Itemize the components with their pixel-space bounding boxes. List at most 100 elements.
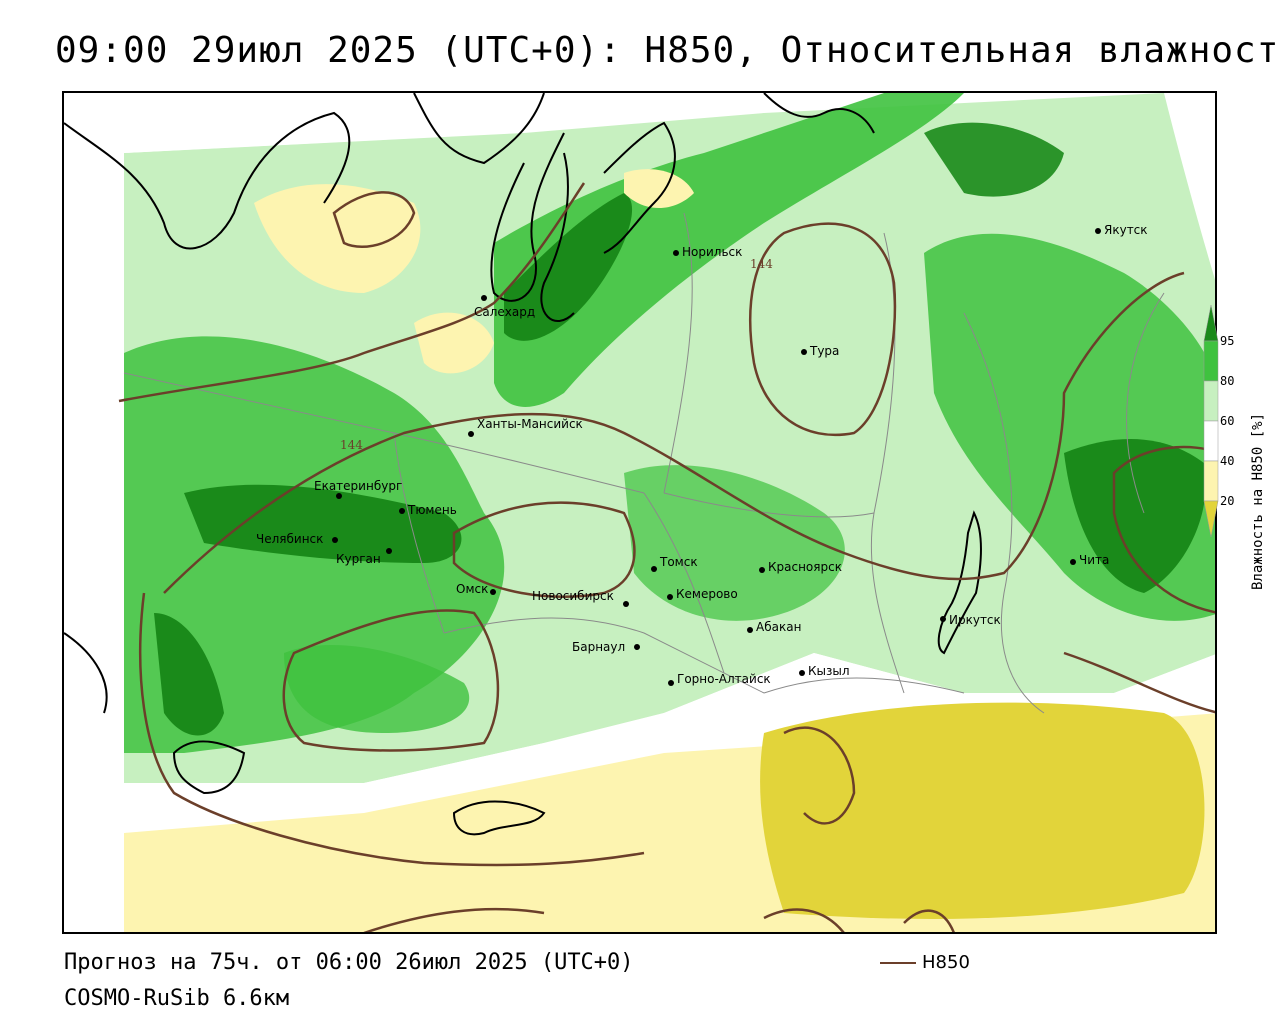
city-label: Челябинск bbox=[256, 532, 323, 546]
city-norilsk[interactable]: Норильск bbox=[673, 245, 742, 259]
humidity-20-40-region-yamal bbox=[414, 312, 494, 374]
colorbar-95-80 bbox=[1203, 340, 1219, 382]
city-label: Новосибирск bbox=[532, 589, 614, 603]
humidity-95-core-yamal bbox=[504, 193, 633, 341]
city-label: Норильск bbox=[682, 245, 742, 259]
h850-contour-tura bbox=[749, 222, 897, 437]
humidity-40-60-region bbox=[124, 653, 1215, 833]
colorbar-80-60 bbox=[1203, 380, 1219, 422]
city-kemerovo[interactable]: Кемерово bbox=[667, 587, 738, 601]
colorbar-tick: 60 bbox=[1220, 414, 1234, 428]
city-irkutsk[interactable]: Иркутск bbox=[940, 613, 1001, 627]
outside-domain-nw bbox=[64, 93, 514, 153]
city-label: Ханты-Мансийск bbox=[477, 417, 583, 431]
city-label: Омск bbox=[456, 582, 488, 596]
city-chelyabinsk[interactable]: Челябинск bbox=[256, 532, 338, 546]
city-omsk[interactable]: Омск bbox=[456, 582, 496, 596]
contour-labels: 144 144 bbox=[340, 257, 773, 452]
colorbar-arrow-bottom bbox=[1203, 500, 1219, 538]
humidity-95-core-urals bbox=[184, 484, 462, 563]
outside-domain-ne bbox=[1164, 93, 1215, 280]
h850-contour-east bbox=[1063, 651, 1215, 714]
humidity-80-95-band-north bbox=[494, 93, 964, 407]
colorbar-ticks: 95 80 60 40 20 bbox=[1220, 334, 1234, 508]
coastlines bbox=[64, 93, 982, 836]
city-label: Салехард bbox=[474, 305, 535, 319]
colorbar-40-20 bbox=[1203, 460, 1219, 502]
humidity-colorbar: 95 80 60 40 20 bbox=[1203, 305, 1234, 538]
city-label: Кызыл bbox=[808, 664, 850, 678]
city-barnaul[interactable]: Барнаул bbox=[572, 640, 640, 654]
contour-label-144: 144 bbox=[340, 438, 363, 452]
h850-contour-south-east bbox=[783, 726, 856, 825]
city-label: Горно-Алтайск bbox=[677, 672, 771, 686]
city-tyumen[interactable]: Тюмень bbox=[399, 503, 457, 517]
city-novosibirsk[interactable]: Новосибирск bbox=[532, 589, 629, 607]
h850-contour-loop-center bbox=[452, 501, 636, 598]
city-label: Тура bbox=[809, 344, 839, 358]
city-abakan[interactable]: Абакан bbox=[747, 620, 801, 634]
contour-line-label: H850 bbox=[922, 952, 970, 973]
city-label: Красноярск bbox=[768, 560, 842, 574]
map-canvas: 144 144 Якутск Норильск Тура Салехард Ха… bbox=[64, 93, 1215, 932]
city-chita[interactable]: Чита bbox=[1070, 553, 1109, 567]
contour-label-144: 144 bbox=[750, 257, 773, 271]
contour-line-swatch bbox=[880, 962, 916, 964]
city-label: Чита bbox=[1079, 553, 1109, 567]
colorbar-title-text: Влажность на H850 [%] bbox=[1250, 412, 1266, 590]
h850-contours bbox=[118, 182, 1215, 932]
city-yakutsk[interactable]: Якутск bbox=[1095, 223, 1148, 237]
colorbar-tick: 40 bbox=[1220, 454, 1234, 468]
h850-contour-southwest bbox=[139, 592, 645, 867]
city-tomsk[interactable]: Томск bbox=[651, 555, 698, 572]
colorbar-tick: 95 bbox=[1220, 334, 1234, 348]
humidity-below-20-region bbox=[760, 702, 1205, 919]
city-markers: Якутск Норильск Тура Салехард Ханты-Манс… bbox=[256, 223, 1148, 686]
city-salekhard[interactable]: Салехард bbox=[474, 295, 535, 319]
h850-contour-main bbox=[118, 182, 586, 403]
lake-baikal bbox=[937, 510, 982, 655]
city-label: Курган bbox=[336, 552, 381, 566]
humidity-20-40-region-taimyr bbox=[624, 169, 694, 208]
humidity-95-core-southwest bbox=[154, 613, 224, 736]
caspian-coast bbox=[172, 740, 246, 795]
city-label: Барнаул bbox=[572, 640, 625, 654]
city-label: Екатеринбург bbox=[314, 479, 402, 493]
contour-line-legend: H850 bbox=[880, 952, 970, 973]
humidity-80-95-band-center bbox=[624, 465, 845, 621]
city-label: Кемерово bbox=[676, 587, 738, 601]
city-label: Томск bbox=[659, 555, 698, 569]
humidity-95-core-northeast bbox=[924, 122, 1064, 197]
colorbar-arrow-top bbox=[1203, 305, 1219, 342]
city-label: Якутск bbox=[1104, 223, 1148, 237]
page-title: 09:00 29июл 2025 (UTC+0): H850, Относите… bbox=[55, 30, 1280, 71]
outside-domain-west bbox=[64, 93, 124, 932]
city-label: Тюмень bbox=[407, 503, 457, 517]
h850-contour-chita bbox=[1112, 445, 1215, 614]
city-tura[interactable]: Тура bbox=[801, 344, 839, 358]
h850-contour-north-loop bbox=[332, 191, 416, 248]
city-ekaterinburg[interactable]: Екатеринбург bbox=[314, 479, 402, 499]
city-kyzyl[interactable]: Кызыл bbox=[799, 664, 850, 678]
colorbar-tick: 80 bbox=[1220, 374, 1234, 388]
h850-contour-mid bbox=[163, 271, 1185, 594]
h850-contour-bottom bbox=[363, 907, 955, 932]
city-label: Иркутск bbox=[949, 613, 1001, 627]
forecast-info: Прогноз на 75ч. от 06:00 26июл 2025 (UTC… bbox=[64, 950, 634, 975]
city-gorno-altaysk[interactable]: Горно-Алтайск bbox=[668, 672, 771, 686]
admin-borders bbox=[123, 212, 1165, 714]
h850-contour-lowbox bbox=[282, 609, 500, 752]
city-krasnoyarsk[interactable]: Красноярск bbox=[759, 560, 842, 574]
forecast-map[interactable]: 144 144 Якутск Норильск Тура Салехард Ха… bbox=[62, 91, 1217, 934]
colorbar-60-40 bbox=[1203, 420, 1219, 462]
humidity-80-95-patch-a bbox=[284, 644, 470, 733]
colorbar-tick: 20 bbox=[1220, 494, 1234, 508]
lake-balkhash bbox=[452, 800, 546, 836]
city-kurgan[interactable]: Курган bbox=[336, 548, 392, 566]
city-label: Абакан bbox=[756, 620, 801, 634]
humidity-95-core-chita bbox=[1064, 439, 1206, 593]
model-info: COSMO-RuSib 6.6км bbox=[64, 986, 290, 1011]
humidity-20-40-region-north bbox=[254, 184, 421, 293]
city-khanty-mansiysk[interactable]: Ханты-Мансийск bbox=[468, 417, 583, 437]
colorbar-title: Влажность на H850 [%] bbox=[1250, 350, 1270, 590]
